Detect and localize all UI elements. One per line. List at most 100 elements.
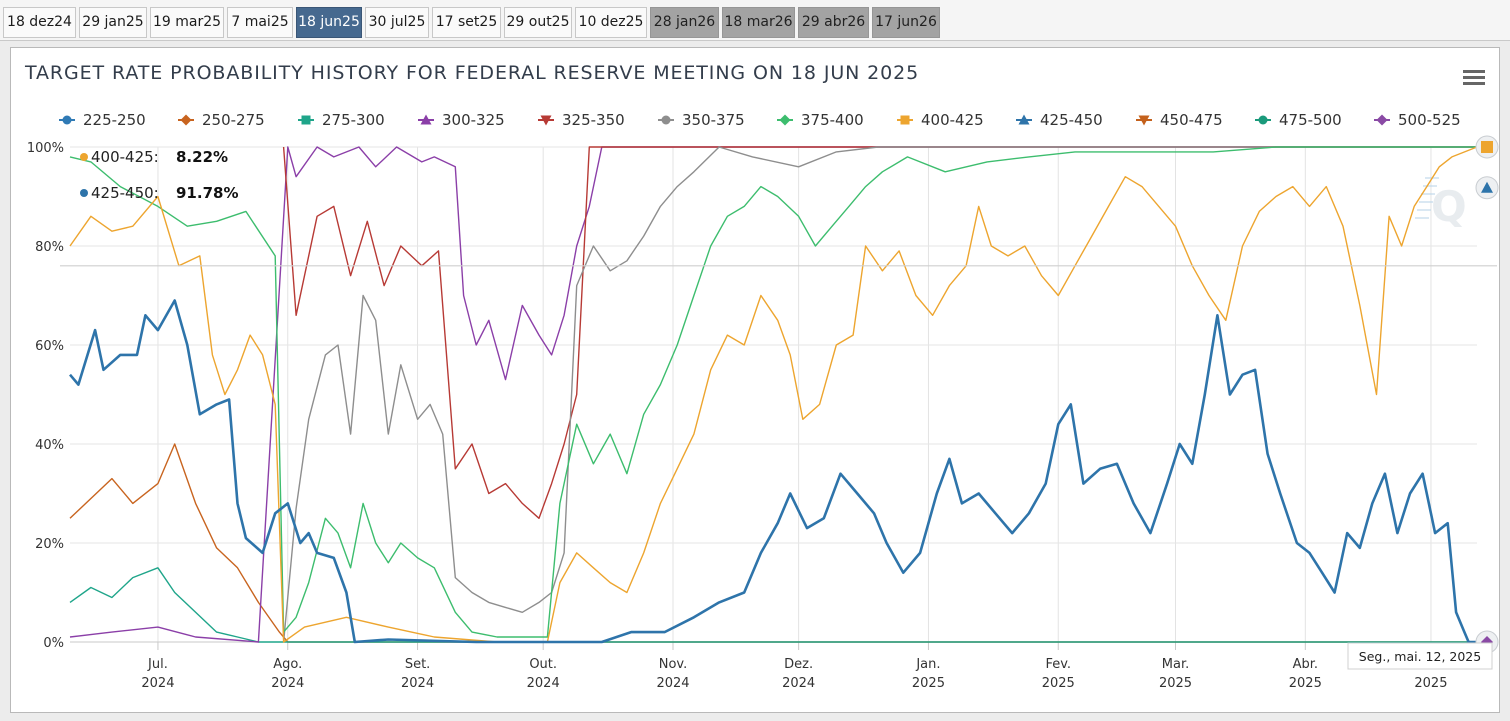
legend-marker-circle xyxy=(661,115,671,125)
plot-area: Jul. 2024 Ago. 2024 Set. 2024 Out. 2024 Nov. 2024… xyxy=(27,135,1499,691)
legend-marker-triangle-down xyxy=(540,115,552,126)
tab-18-dez24[interactable]: 18 dez24 xyxy=(3,7,76,38)
hamburger-menu-icon[interactable] xyxy=(1463,70,1485,85)
tooltip-value: 91.78% xyxy=(176,184,238,202)
x-tick-year: 2024 xyxy=(141,676,174,691)
chart-title: TARGET RATE PROBABILITY HISTORY FOR FEDE… xyxy=(24,62,919,84)
legend-item-375-400[interactable]: 375-400 xyxy=(777,111,864,129)
tab-17-jun26[interactable]: 17 jun26 xyxy=(872,7,940,38)
tab-18-jun25[interactable]: 18 jun25 xyxy=(296,7,362,38)
legend-marker-square xyxy=(301,115,311,125)
x-tick-year: 2024 xyxy=(782,676,815,691)
legend-item-350-375[interactable]: 350-375 xyxy=(658,111,745,129)
marker-425-450 xyxy=(1481,181,1493,193)
series-line-325-350 xyxy=(282,146,1477,519)
legend-label: 300-325 xyxy=(442,111,505,129)
legend-item-250-275[interactable]: 250-275 xyxy=(178,111,265,129)
tooltip-value: 8.22% xyxy=(176,148,228,166)
series-line-275-300 xyxy=(69,567,1477,643)
x-tick-month: Out. xyxy=(529,657,557,672)
legend-label: 400-425 xyxy=(921,111,984,129)
tabs-divider xyxy=(0,40,1510,41)
legend-marker-diamond xyxy=(180,114,192,126)
legend-label: 250-275 xyxy=(202,111,265,129)
marker-400-425 xyxy=(1481,141,1493,153)
x-tick-year: 2024 xyxy=(401,676,434,691)
series-line-400-425 xyxy=(69,146,1478,643)
legend-item-300-325[interactable]: 300-325 xyxy=(418,111,505,129)
meeting-tabs: 18 dez24 29 jan25 19 mar25 7 mai25 18 jun25 3… xyxy=(0,0,1510,40)
legend-label: 350-375 xyxy=(682,111,745,129)
tab-10-dez25[interactable]: 10 dez25 xyxy=(575,7,647,38)
legend-item-450-475[interactable]: 450-475 xyxy=(1136,111,1223,129)
svg-text:Q: Q xyxy=(1431,182,1467,231)
legend-marker-square xyxy=(900,115,910,125)
legend-label: 325-350 xyxy=(562,111,625,129)
series-line-425-450 xyxy=(69,299,1477,644)
x-tick-year: 2025 xyxy=(1414,676,1447,691)
tooltip-entry-0: 400-425: 8.22% xyxy=(80,148,228,166)
tab-17-set25[interactable]: 17 set25 xyxy=(432,7,501,38)
x-tick-year: 2024 xyxy=(527,676,560,691)
tab-18-mar26[interactable]: 18 mar26 xyxy=(722,7,795,38)
date-tooltip: Seg., mai. 12, 2025 xyxy=(1347,642,1493,670)
legend-item-275-300[interactable]: 275-300 xyxy=(298,111,385,129)
legend-marker-circle xyxy=(62,115,72,125)
series-line-350-375 xyxy=(282,146,1477,643)
legend-marker-diamond xyxy=(779,114,791,126)
x-tick-year: 2025 xyxy=(912,676,945,691)
series-line-300-325 xyxy=(69,146,1477,643)
x-tick-year: 2025 xyxy=(1042,676,1075,691)
tab-29-out25[interactable]: 29 out25 xyxy=(504,7,572,38)
series-line-250-275 xyxy=(69,443,1477,643)
x-tick-year: 2024 xyxy=(271,676,304,691)
x-tick-month: Fev. xyxy=(1045,657,1071,672)
x-tick-month: Set. xyxy=(405,657,430,672)
legend-marker-triangle xyxy=(1018,114,1030,125)
legend-item-325-350[interactable]: 325-350 xyxy=(538,111,625,129)
x-tick-month: Jan. xyxy=(915,657,940,672)
probability-chart: TARGET RATE PROBABILITY HISTORY FOR FEDE… xyxy=(24,62,1499,691)
legend-label: 500-525 xyxy=(1398,111,1461,129)
legend-item-425-450[interactable]: 425-450 xyxy=(1016,111,1103,129)
chart-panel: TARGET RATE PROBABILITY HISTORY FOR FEDE… xyxy=(10,47,1500,713)
legend-label: 275-300 xyxy=(322,111,385,129)
tooltip-entry-1: 425-450: 91.78% xyxy=(80,184,238,202)
tab-19-mar25[interactable]: 19 mar25 xyxy=(150,7,224,38)
date-tooltip-text: Seg., mai. 12, 2025 xyxy=(1359,649,1481,664)
date-tooltip-box xyxy=(1347,642,1493,670)
legend-label: 450-475 xyxy=(1160,111,1223,129)
y-tick-label: 20% xyxy=(35,537,64,552)
x-tick-month: Jul. xyxy=(147,657,168,672)
legend-marker-diamond xyxy=(1376,114,1388,126)
y-tick-label: 100% xyxy=(27,141,64,156)
series-line-375-400 xyxy=(69,146,1477,638)
tooltip-dot xyxy=(80,189,88,197)
tab-29-abr26[interactable]: 29 abr26 xyxy=(798,7,869,38)
legend-item-400-425[interactable]: 400-425 xyxy=(897,111,984,129)
tab-28-jan26[interactable]: 28 jan26 xyxy=(650,7,719,38)
legend-marker-triangle-down xyxy=(1138,115,1150,126)
legend-label: 425-450 xyxy=(1040,111,1103,129)
tab-30-jul25[interactable]: 30 jul25 xyxy=(365,7,429,38)
tab-7-mai25[interactable]: 7 mai25 xyxy=(227,7,293,38)
q-logo-watermark: Q xyxy=(1415,177,1467,231)
legend-item-225-250[interactable]: 225-250 xyxy=(59,111,146,129)
x-tick-month: Nov. xyxy=(659,657,688,672)
legend-item-475-500[interactable]: 475-500 xyxy=(1255,111,1342,129)
x-tick-month: Abr. xyxy=(1293,657,1318,672)
tab-29-jan25[interactable]: 29 jan25 xyxy=(79,7,147,38)
x-tick-year: 2024 xyxy=(656,676,689,691)
hover-markers xyxy=(1475,135,1499,654)
tooltip-label: 425-450: xyxy=(91,184,159,202)
x-tick-year: 2025 xyxy=(1289,676,1322,691)
legend-item-500-525[interactable]: 500-525 xyxy=(1374,111,1461,129)
y-tick-label: 0% xyxy=(43,636,64,651)
y-tick-label: 40% xyxy=(35,438,64,453)
legend-marker-circle xyxy=(1258,115,1268,125)
tooltip-label: 400-425: xyxy=(91,148,159,166)
y-tick-label: 80% xyxy=(35,240,64,255)
tooltip-dot xyxy=(80,153,88,161)
legend-marker-triangle xyxy=(420,114,432,125)
x-tick-month: Dez. xyxy=(784,657,813,672)
